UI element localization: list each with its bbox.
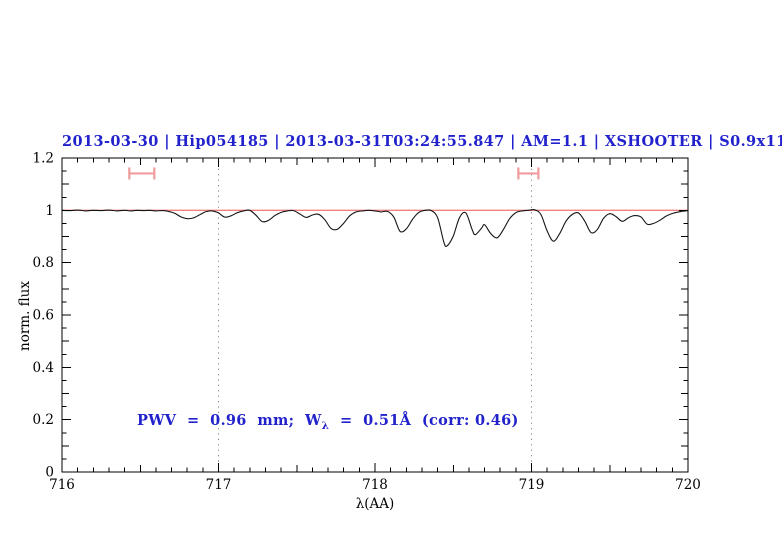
y-tick-label: 1 <box>45 203 54 219</box>
band-marker-1 <box>517 167 540 180</box>
x-tick-label: 720 <box>675 477 701 493</box>
pwv-annotation-prefix: PWV = 0.96 mm; W <box>137 412 322 429</box>
spectrum-line <box>61 209 689 248</box>
pwv-annotation: PWV = 0.96 mm; Wλ = 0.51Å (corr: 0.46) <box>137 412 519 432</box>
pwv-annotation-subscript: λ <box>321 419 330 432</box>
y-tick-label: 0 <box>45 465 54 481</box>
y-tick-label: 0.2 <box>33 412 54 428</box>
y-tick-label: 0.8 <box>33 255 54 271</box>
x-tick-label: 719 <box>519 477 545 493</box>
y-tick-label: 1.2 <box>33 151 54 167</box>
band-marker-0 <box>128 167 156 180</box>
x-axis-label: λ(AA) <box>355 496 395 512</box>
x-tick-label: 717 <box>206 477 232 493</box>
y-tick-label: 0.6 <box>33 308 54 324</box>
x-tick-label: 716 <box>49 477 75 493</box>
x-tick-label: 718 <box>362 477 388 493</box>
pwv-annotation-suffix: = 0.51Å (corr: 0.46) <box>329 412 519 429</box>
y-tick-label: 0.4 <box>33 360 54 376</box>
